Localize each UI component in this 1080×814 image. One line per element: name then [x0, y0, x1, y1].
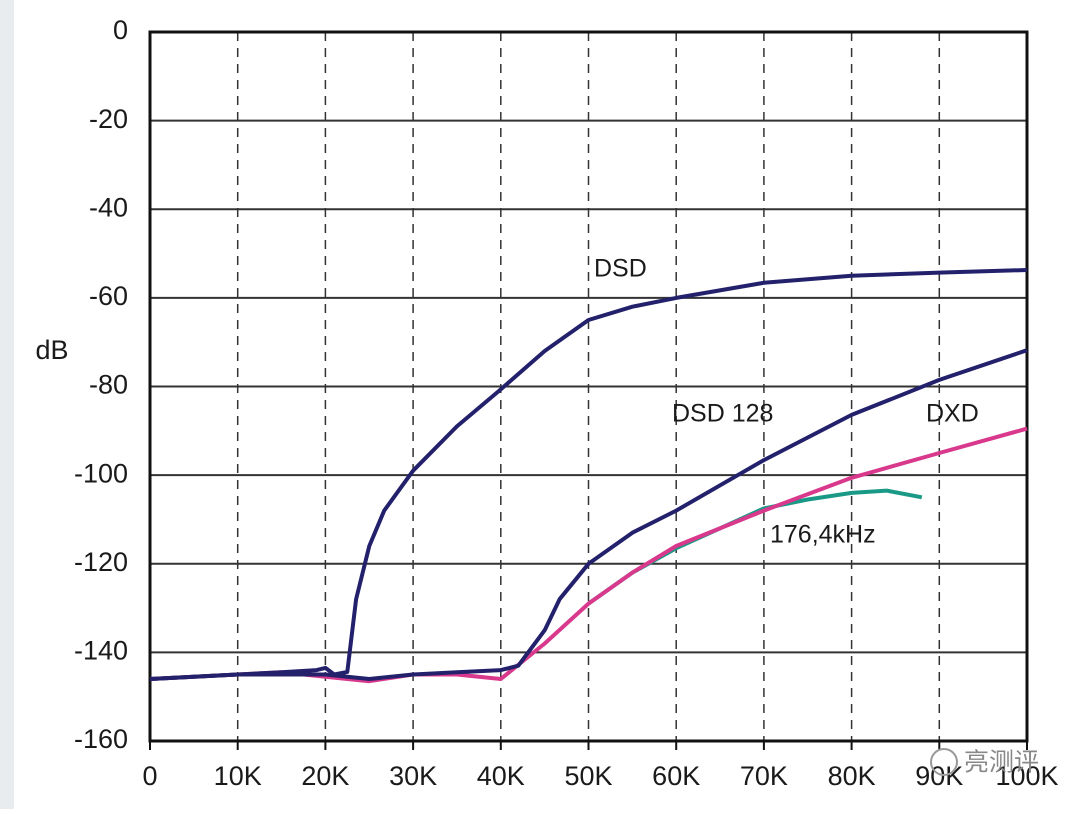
y-tick-label: -160 [74, 724, 128, 754]
series-label: DSD 128 [672, 400, 773, 428]
series-label: DSD [594, 255, 647, 283]
series-line [149, 268, 1028, 681]
x-tick-label: 30K [389, 761, 437, 791]
x-tick-label: 80K [828, 761, 876, 791]
x-tick-label: 40K [477, 761, 525, 791]
series-label: 176,4kHz [770, 521, 876, 549]
x-tick-label: 60K [652, 761, 700, 791]
x-tick-label: 50K [564, 761, 612, 791]
x-tick-label: 10K [214, 761, 262, 791]
y-tick-label: -80 [89, 370, 128, 400]
x-tick-label: 0 [142, 761, 157, 791]
watermark-text: 亮测评 [964, 749, 1039, 777]
x-tick-label: 100K [995, 761, 1058, 791]
side-strip [0, 0, 14, 809]
y-tick-label: -140 [74, 636, 128, 666]
y-tick-label: -40 [89, 192, 128, 222]
y-tick-label: 0 [113, 15, 128, 45]
watermark: 亮测评 [930, 748, 1039, 777]
series-label: DXD [926, 400, 979, 428]
series-line [149, 348, 1028, 681]
watermark-icon [930, 748, 958, 776]
x-tick-label: 70K [740, 761, 788, 791]
x-tick-label: 20K [301, 761, 349, 791]
plot-frame [148, 30, 1029, 743]
y-tick-label: -100 [74, 458, 128, 488]
y-tick-label: -20 [89, 104, 128, 134]
y-tick-label: -60 [89, 281, 128, 311]
y-tick-label: -120 [74, 547, 128, 577]
y-axis-label: dB [35, 335, 68, 365]
